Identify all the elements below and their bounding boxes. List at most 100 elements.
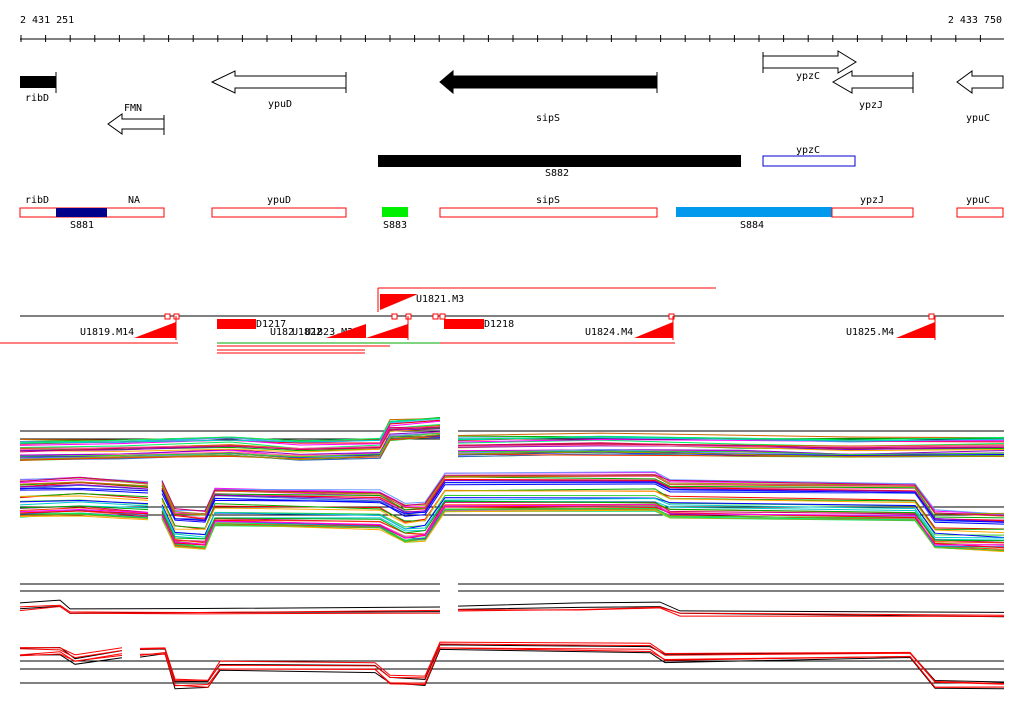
expression-profile-line <box>457 451 1005 458</box>
expression-profile-line <box>161 490 1005 534</box>
expression-profile-line <box>139 647 1005 688</box>
expression-profile-line <box>19 420 441 446</box>
expression-profile-line <box>19 499 149 505</box>
feature-label-S882: S882 <box>545 168 569 179</box>
transcript-marker-U1819[interactable] <box>134 322 176 338</box>
expression-profile-line <box>139 641 1005 685</box>
region-ypzJ[interactable] <box>831 207 914 218</box>
expression-profile-line <box>139 643 1005 685</box>
expression-profile-line <box>457 450 1005 456</box>
gene-ypuC-arrow[interactable] <box>956 70 1004 94</box>
transcript-marker-U1822[interactable] <box>366 324 408 338</box>
gene-label-ypzC: ypzC <box>796 71 820 82</box>
ruler-end-label: 2 433 750 <box>948 15 1002 26</box>
expression-profile-line <box>19 510 149 515</box>
gene-label-ribD: ribD <box>25 93 49 104</box>
region-track: ribD NA S881 ypuD S883 sipS S884 ypzJ yp… <box>19 195 1004 231</box>
gene-ribD-arrow[interactable] <box>20 76 56 88</box>
expression-panel-2 <box>19 471 1005 553</box>
expression-profile-line <box>457 436 1005 441</box>
expression-profile-line <box>19 653 123 662</box>
expression-profile-line <box>19 417 441 444</box>
expression-profile-line <box>19 435 441 461</box>
transcript-label-U182: U182 <box>270 327 294 338</box>
expression-panel-4 <box>19 641 1005 690</box>
region-label-NA: NA <box>128 195 140 206</box>
expression-profile-line <box>161 505 1005 549</box>
expression-profile-line <box>19 481 149 487</box>
gene-ypzC-arrow[interactable] <box>762 50 857 74</box>
expression-profile-line <box>161 474 1005 516</box>
expression-profile-line <box>457 439 1005 443</box>
gene-ypzJ-arrow[interactable] <box>832 70 914 94</box>
region-label-ypuC: ypuC <box>966 195 990 206</box>
expression-profile-line <box>19 476 149 484</box>
transcript-bar-D1217[interactable] <box>217 319 256 329</box>
expression-profile-line <box>19 501 149 507</box>
gene-track: ribD ypuD sipS ypzC ypzJ ypuC FMN <box>20 50 1004 135</box>
expression-profile-line <box>19 515 149 521</box>
gene-label-ypzJ: ypzJ <box>859 100 883 111</box>
segment-label-S883: S883 <box>383 220 407 231</box>
expression-profile-line <box>19 493 149 498</box>
expression-profile-line <box>457 601 1005 613</box>
expression-profile-line <box>19 432 441 458</box>
region-label-ypuD: ypuD <box>267 195 291 206</box>
feature-S882-bar[interactable] <box>378 155 741 167</box>
expression-profile-line <box>19 599 441 610</box>
expression-profile-line <box>19 426 441 453</box>
gene-FMN-arrow[interactable] <box>107 113 165 135</box>
segment-S883[interactable] <box>382 207 408 217</box>
expression-profile-line <box>457 607 1005 617</box>
ruler-start-label: 2 431 251 <box>20 15 74 26</box>
expression-profile-line <box>161 498 1005 539</box>
transcript-bar-D1218[interactable] <box>444 319 484 329</box>
expression-profile-line <box>19 647 123 656</box>
region-sipS[interactable] <box>439 207 658 218</box>
expression-profile-line <box>161 504 1005 546</box>
expression-profile-line <box>161 481 1005 523</box>
expression-profile-line <box>457 432 1005 439</box>
transcript-marker-U1825[interactable] <box>896 322 935 338</box>
region-label-ribD: ribD <box>25 195 49 206</box>
feature-ypzC-box[interactable] <box>762 155 856 167</box>
transcript-label-U1822: U1822 <box>292 327 322 338</box>
transcript-label-U1819: U1819.M14 <box>80 327 134 338</box>
gene-label-ypuD: ypuD <box>268 99 292 110</box>
region-label-sipS: sipS <box>536 195 560 206</box>
expression-profile-line <box>19 489 149 494</box>
transcript-label-U1823: U1823.M2 <box>305 327 353 338</box>
transcript-marker-U1824[interactable] <box>634 322 673 338</box>
region-ypuD[interactable] <box>211 207 347 218</box>
segment-S881[interactable] <box>56 208 107 217</box>
expression-lines-1 <box>19 417 1005 461</box>
expression-profile-line <box>19 651 123 662</box>
expression-profile-line <box>19 606 441 615</box>
transcript-label-U1825: U1825.M4 <box>846 327 894 338</box>
expression-profile-line <box>19 428 441 453</box>
expression-profile-line <box>457 436 1005 442</box>
segment-label-S881: S881 <box>70 220 94 231</box>
gene-label-sipS: sipS <box>536 113 560 124</box>
expression-profile-line <box>161 475 1005 517</box>
expression-profile-line <box>161 500 1005 542</box>
coordinate-ruler: 2 431 251 2 433 750 <box>20 15 1004 42</box>
gene-ypuD-arrow[interactable] <box>210 70 347 94</box>
region-ypuC[interactable] <box>956 207 1004 218</box>
transcript-label-D1218: D1218 <box>484 319 514 330</box>
expression-profile-line <box>19 505 149 511</box>
transcript-marker-U1823[interactable] <box>326 324 366 338</box>
transcript-label-U1824: U1824.M4 <box>585 327 633 338</box>
transcript-label-U1821: U1821.M3 <box>416 294 464 305</box>
gene-sipS-arrow[interactable] <box>439 69 658 95</box>
segment-S884[interactable] <box>676 207 832 217</box>
transcript-marker-U1821[interactable] <box>380 294 418 310</box>
expression-profile-line <box>19 604 441 614</box>
gene-label-FMN: FMN <box>124 103 142 114</box>
expression-profile-line <box>19 509 149 514</box>
feature-label-ypzC: ypzC <box>796 145 820 156</box>
expression-profile-line <box>457 606 1005 618</box>
expression-lines-3 <box>19 599 1005 618</box>
